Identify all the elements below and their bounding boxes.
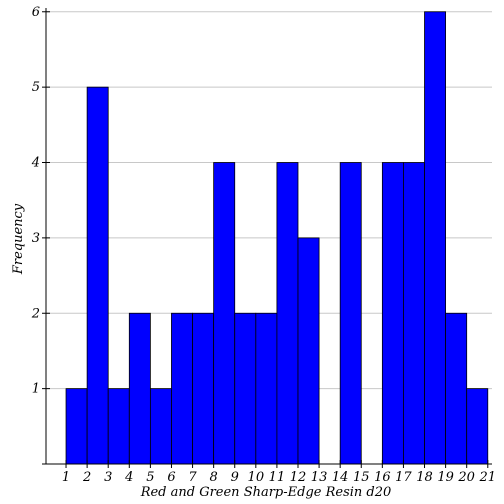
x-tick-label-8: 8 — [210, 470, 218, 485]
bar-10 — [255, 312, 278, 465]
y-tick-label-5: 5 — [32, 80, 40, 95]
bar-20 — [466, 388, 489, 465]
y-tick-label-6: 6 — [32, 5, 40, 20]
x-tick-label-2: 2 — [82, 470, 91, 485]
x-tick-label-16: 16 — [374, 470, 391, 485]
bar-18 — [424, 11, 447, 465]
x-tick-label-4: 4 — [124, 470, 133, 485]
bar-2 — [86, 86, 109, 465]
x-tick-label-20: 20 — [457, 470, 475, 485]
bar-1 — [65, 388, 88, 465]
y-tick-label-4: 4 — [31, 156, 40, 171]
bar-12 — [297, 237, 320, 465]
bar-14 — [339, 162, 362, 465]
bars — [65, 11, 489, 465]
bar-3 — [107, 388, 130, 465]
x-tick-label-7: 7 — [188, 470, 197, 485]
x-tick-label-13: 13 — [311, 470, 328, 485]
x-tick-label-11: 11 — [269, 470, 286, 485]
x-axis-title: Red and Green Sharp-Edge Resin d20 — [140, 485, 392, 500]
x-tick-label-9: 9 — [231, 470, 239, 485]
x-tick-label-5: 5 — [146, 470, 154, 485]
x-tick-label-21: 21 — [479, 470, 497, 485]
bar-9 — [234, 312, 257, 465]
bar-11 — [276, 162, 299, 465]
x-tick-label-15: 15 — [353, 470, 370, 485]
x-tick-label-1: 1 — [62, 470, 70, 485]
y-tick-label-2: 2 — [31, 306, 40, 321]
x-tick-label-17: 17 — [395, 470, 412, 485]
y-axis-title: Frequency — [11, 203, 26, 275]
bar-16 — [381, 162, 404, 465]
bar-19 — [445, 312, 468, 465]
x-tick-label-3: 3 — [104, 470, 112, 485]
y-tick-label-3: 3 — [32, 231, 40, 246]
x-tick-label-10: 10 — [248, 470, 265, 485]
x-tick-label-14: 14 — [332, 470, 349, 485]
bar-4 — [128, 312, 151, 465]
x-tick-label-12: 12 — [290, 470, 307, 485]
bar-17 — [403, 162, 425, 465]
bar-6 — [171, 312, 193, 465]
x-tick-label-19: 19 — [437, 470, 454, 485]
bar-7 — [192, 312, 215, 465]
bar-5 — [149, 388, 172, 465]
x-tick-label-6: 6 — [167, 470, 175, 485]
y-tick-label-1: 1 — [32, 382, 40, 397]
bar-8 — [213, 162, 236, 465]
axes — [42, 8, 492, 468]
x-tick-label-18: 18 — [416, 470, 433, 485]
